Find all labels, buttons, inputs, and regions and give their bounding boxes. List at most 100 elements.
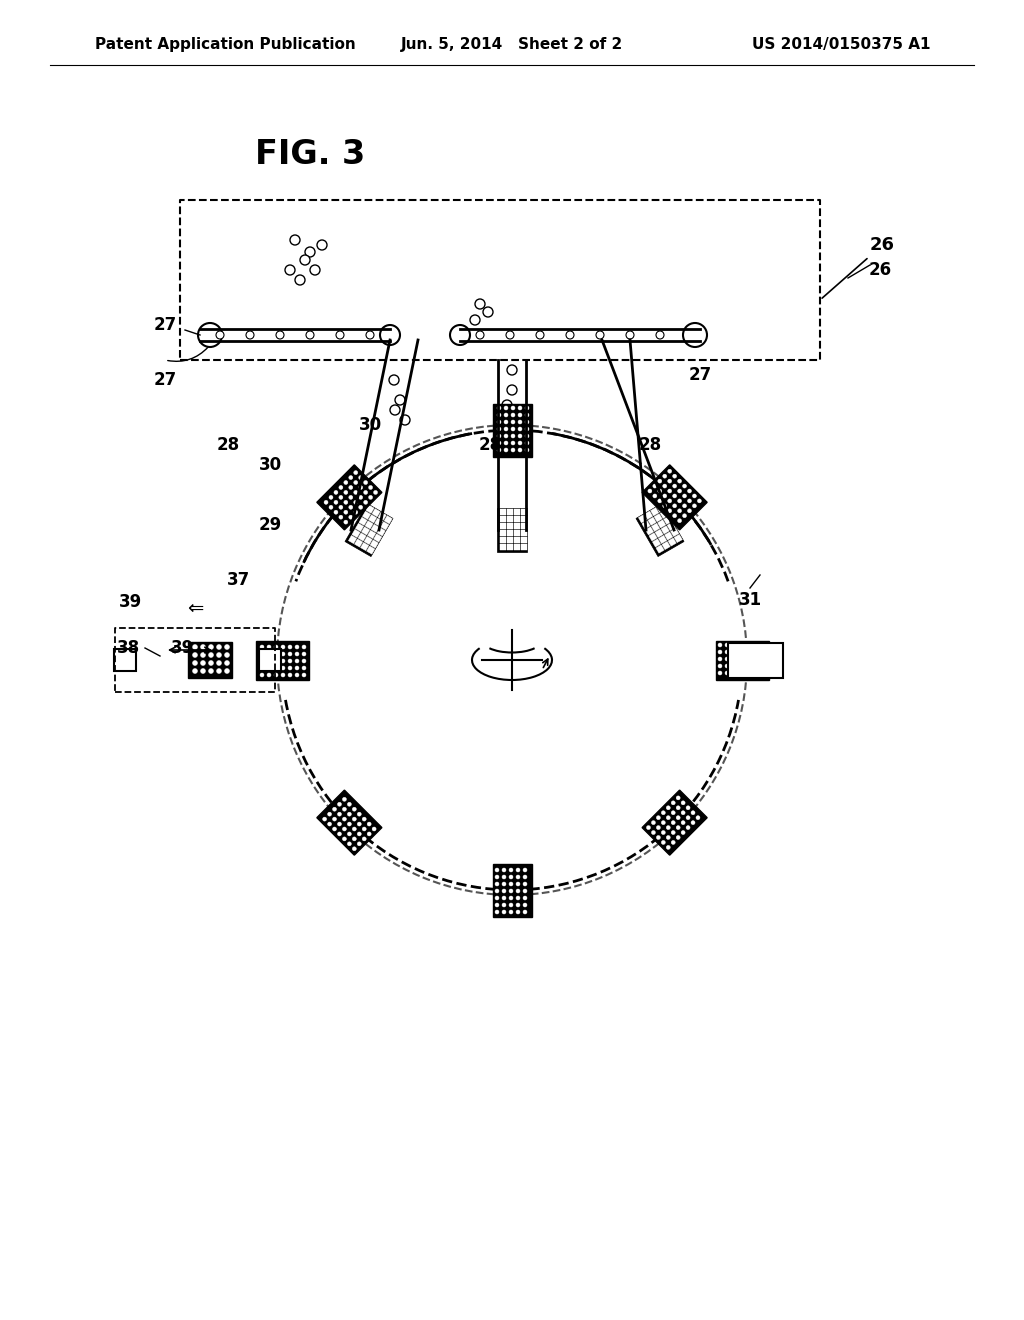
Circle shape xyxy=(352,828,356,832)
Circle shape xyxy=(507,366,517,375)
Bar xyxy=(366,506,374,513)
Circle shape xyxy=(504,447,508,451)
Text: ⇐: ⇐ xyxy=(186,598,203,618)
Text: 28: 28 xyxy=(638,436,662,454)
Circle shape xyxy=(673,484,677,488)
Circle shape xyxy=(511,420,515,424)
Circle shape xyxy=(349,506,353,510)
Circle shape xyxy=(671,821,675,825)
Circle shape xyxy=(260,645,264,649)
Circle shape xyxy=(502,882,506,886)
Circle shape xyxy=(198,323,222,347)
Circle shape xyxy=(502,903,506,907)
Bar xyxy=(507,529,512,536)
Circle shape xyxy=(646,825,650,829)
Circle shape xyxy=(302,652,306,656)
Circle shape xyxy=(300,255,310,265)
Bar xyxy=(513,516,519,521)
Circle shape xyxy=(668,488,672,492)
Circle shape xyxy=(329,495,333,499)
Circle shape xyxy=(349,495,353,499)
Circle shape xyxy=(760,649,764,653)
Circle shape xyxy=(497,447,501,451)
Circle shape xyxy=(739,649,743,653)
Circle shape xyxy=(760,671,764,675)
Circle shape xyxy=(295,275,305,285)
Bar xyxy=(507,516,512,521)
Circle shape xyxy=(667,845,671,849)
Circle shape xyxy=(760,664,764,668)
Circle shape xyxy=(516,882,520,886)
Circle shape xyxy=(739,657,743,661)
Circle shape xyxy=(353,511,357,515)
Circle shape xyxy=(362,828,367,832)
Circle shape xyxy=(302,673,306,677)
Circle shape xyxy=(518,434,522,438)
Circle shape xyxy=(224,660,229,665)
Circle shape xyxy=(339,486,343,490)
Circle shape xyxy=(267,652,271,656)
Circle shape xyxy=(497,434,501,438)
Circle shape xyxy=(216,668,221,673)
Circle shape xyxy=(400,414,410,425)
Circle shape xyxy=(651,821,655,825)
Circle shape xyxy=(687,499,691,503)
Circle shape xyxy=(671,841,675,845)
Circle shape xyxy=(364,500,368,504)
Bar xyxy=(655,529,664,537)
Circle shape xyxy=(276,331,284,339)
Circle shape xyxy=(504,413,508,417)
Circle shape xyxy=(288,673,292,677)
Circle shape xyxy=(511,441,515,445)
Circle shape xyxy=(523,869,527,873)
Circle shape xyxy=(502,909,506,913)
Circle shape xyxy=(681,830,685,834)
Circle shape xyxy=(683,323,707,347)
Circle shape xyxy=(509,875,513,879)
Circle shape xyxy=(686,816,690,820)
Circle shape xyxy=(667,836,671,840)
Bar xyxy=(644,511,652,519)
Circle shape xyxy=(267,645,271,649)
Circle shape xyxy=(536,331,544,339)
Circle shape xyxy=(691,810,695,814)
Circle shape xyxy=(668,508,672,512)
Circle shape xyxy=(495,896,499,900)
Circle shape xyxy=(668,469,672,473)
Bar xyxy=(507,544,512,549)
Bar xyxy=(381,521,389,529)
Circle shape xyxy=(333,817,337,821)
Bar xyxy=(507,508,512,515)
Circle shape xyxy=(511,447,515,451)
Bar xyxy=(316,465,382,529)
Circle shape xyxy=(523,903,527,907)
Circle shape xyxy=(344,520,348,524)
Circle shape xyxy=(302,659,306,663)
Circle shape xyxy=(732,643,736,647)
Circle shape xyxy=(323,817,327,821)
Bar xyxy=(638,515,646,523)
Bar xyxy=(358,533,367,541)
Bar xyxy=(365,521,373,529)
Circle shape xyxy=(518,441,522,445)
Circle shape xyxy=(260,652,264,656)
Circle shape xyxy=(739,643,743,647)
Circle shape xyxy=(338,812,341,816)
Circle shape xyxy=(224,668,229,673)
Circle shape xyxy=(362,837,367,841)
Circle shape xyxy=(753,657,757,661)
Bar xyxy=(256,640,308,680)
Circle shape xyxy=(725,643,729,647)
Circle shape xyxy=(295,667,299,671)
Circle shape xyxy=(676,816,680,820)
Circle shape xyxy=(663,484,667,488)
Bar xyxy=(316,791,382,855)
Circle shape xyxy=(216,660,221,665)
Circle shape xyxy=(336,331,344,339)
Circle shape xyxy=(525,441,529,445)
Circle shape xyxy=(349,475,353,479)
Circle shape xyxy=(353,480,357,484)
Circle shape xyxy=(718,671,722,675)
Circle shape xyxy=(739,664,743,668)
Bar xyxy=(378,512,386,520)
